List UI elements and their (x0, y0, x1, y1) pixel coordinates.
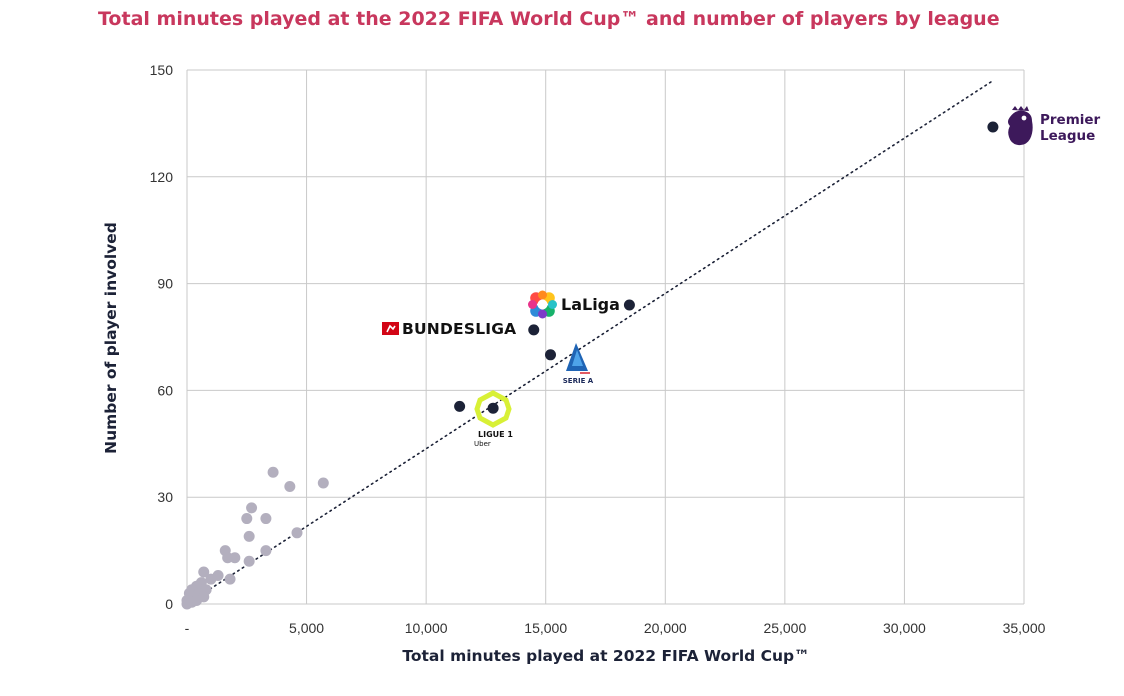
x-tick-label: 30,000 (883, 620, 926, 636)
bundesliga-badge-icon (382, 322, 399, 335)
laliga-label: LaLiga (561, 295, 620, 314)
data-point (205, 573, 217, 585)
ligue-1-sponsor: Uber (474, 440, 491, 448)
laliga-flower-icon (528, 290, 557, 319)
data-point (224, 573, 236, 585)
serie-a-label: SERIE A (563, 377, 594, 385)
x-axis-title: Total minutes played at 2022 FIFA World … (402, 647, 809, 665)
x-tick-label: 15,000 (524, 620, 567, 636)
data-point (291, 527, 303, 539)
data-point (246, 502, 258, 514)
serie-a-logo: SERIE A (563, 343, 594, 385)
data-point (267, 466, 279, 478)
y-axis-title: Number of player involved (102, 222, 120, 454)
grid-lines (186, 69, 1025, 605)
x-tick-label: 10,000 (405, 620, 448, 636)
ligue-1-label: LIGUE 1 (478, 430, 513, 439)
data-points (181, 121, 999, 610)
y-tick-label: 150 (150, 62, 174, 78)
y-tick-label: 90 (157, 276, 173, 292)
y-tick-label: 0 (165, 596, 173, 612)
data-point (198, 566, 210, 578)
data-point (181, 598, 193, 610)
data-point (260, 545, 272, 557)
trendline (186, 79, 994, 605)
ligue-1-logo: LIGUE 1 Uber (474, 390, 513, 448)
y-tick-label: 30 (157, 489, 173, 505)
data-point (623, 299, 635, 311)
x-tick-label: 5,000 (289, 620, 324, 636)
data-point (487, 402, 499, 414)
data-point (284, 481, 296, 493)
data-point (229, 552, 241, 564)
bundesliga-label: BUNDESLIGA (402, 320, 516, 338)
data-point (317, 477, 329, 489)
data-point (260, 513, 272, 525)
data-point (241, 513, 253, 525)
data-point (454, 400, 466, 412)
ligue-1-hexagon-icon (474, 390, 512, 428)
laliga-logo: LaLiga (528, 290, 620, 319)
x-tick-label: 35,000 (1003, 620, 1046, 636)
x-tick-label: 25,000 (763, 620, 806, 636)
trendline-path (186, 79, 994, 605)
premier-league-logo: Premier League (1008, 106, 1101, 146)
data-point (243, 555, 255, 567)
chart-title: Total minutes played at the 2022 FIFA Wo… (98, 8, 1000, 30)
data-point (544, 349, 556, 361)
premier-league-line1: Premier (1040, 112, 1101, 128)
bundesliga-logo: BUNDESLIGA (382, 320, 516, 338)
premier-league-line2: League (1040, 128, 1095, 144)
x-tick-label: 20,000 (644, 620, 687, 636)
y-tick-label: 60 (157, 382, 173, 398)
y-tick-label: 120 (150, 169, 174, 185)
data-point (243, 530, 255, 542)
data-point (987, 121, 999, 133)
data-point (528, 324, 540, 336)
lion-icon (1008, 106, 1033, 146)
x-tick-label: - (185, 620, 190, 636)
tick-labels: - 5,000 10,000 15,000 20,000 25,000 30,000 35,0… (150, 62, 1046, 636)
